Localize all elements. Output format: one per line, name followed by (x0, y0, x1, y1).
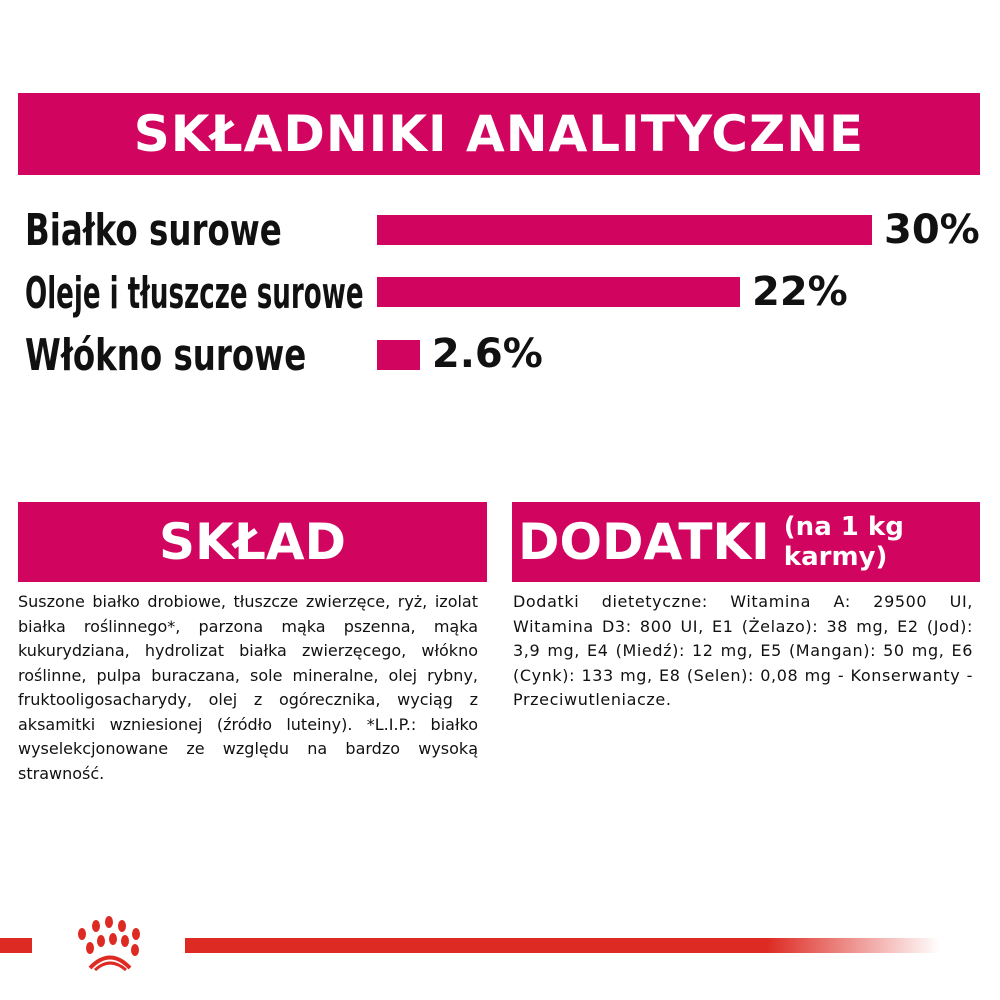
nutrient-bar (377, 277, 740, 307)
analytical-heading: SKŁADNIKI ANALITYCZNE (18, 93, 980, 175)
composition-text: Suszone białko drobiowe, tłuszcze zwierz… (18, 592, 478, 783)
nutrient-bar (377, 215, 872, 245)
brand-line-left (0, 938, 32, 953)
additives-text: Dodatki dietetyczne: Witamina A: 29500 U… (513, 592, 973, 709)
nutrient-label: Białko surowe (25, 205, 282, 256)
additives-heading: DODATKI (na 1 kg karmy) (512, 502, 980, 582)
nutrient-value: 22% (752, 269, 848, 315)
royal-canin-crown-paw-icon (78, 916, 140, 972)
composition-heading: SKŁAD (18, 502, 487, 582)
nutrient-value: 2.6% (431, 331, 543, 377)
additives-subtitle: (na 1 kg karmy) (783, 512, 904, 572)
brand-line-right (185, 938, 940, 953)
nutrient-value: 30% (884, 207, 980, 253)
additives-title: DODATKI (518, 513, 770, 571)
nutrient-label: Oleje i tłuszcze surowe (25, 268, 364, 319)
nutrient-label: Włókno surowe (25, 330, 307, 381)
nutrient-bar (377, 340, 420, 370)
